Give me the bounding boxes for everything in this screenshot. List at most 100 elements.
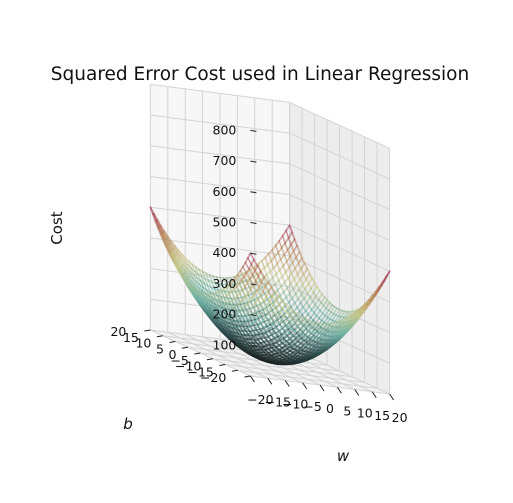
surface-line bbox=[277, 247, 283, 254]
surface-line bbox=[274, 300, 281, 306]
z-tick-label: 500 bbox=[213, 215, 237, 230]
surface-line bbox=[310, 326, 315, 334]
z-tick-label: 400 bbox=[213, 245, 237, 260]
surface-line bbox=[229, 321, 235, 329]
surface-line bbox=[225, 295, 231, 303]
surface-line bbox=[269, 270, 274, 279]
surface-line bbox=[278, 240, 283, 249]
surface-line bbox=[268, 320, 274, 326]
surface-line bbox=[374, 286, 381, 293]
grid-right-z bbox=[289, 224, 390, 272]
surface-line bbox=[299, 273, 305, 281]
surface-line bbox=[284, 302, 290, 308]
surface-line bbox=[271, 277, 277, 286]
surface-line bbox=[291, 293, 297, 300]
w-tick-mark bbox=[302, 382, 308, 390]
surface-line bbox=[249, 331, 255, 338]
surface-line bbox=[243, 276, 249, 285]
surface-line bbox=[306, 320, 311, 327]
w-axis-label: w bbox=[337, 447, 350, 465]
surface-line bbox=[280, 315, 285, 322]
w-tick-mark bbox=[354, 389, 360, 396]
surface-line bbox=[286, 287, 291, 295]
surface-line bbox=[300, 288, 306, 295]
surface-line bbox=[311, 277, 316, 284]
surface-line bbox=[292, 312, 297, 319]
surface-line bbox=[290, 323, 295, 330]
surface-line bbox=[261, 312, 267, 319]
surface-line bbox=[237, 319, 243, 326]
grid-back-z bbox=[150, 114, 290, 134]
surface-line bbox=[214, 292, 220, 301]
surface-line bbox=[233, 326, 239, 333]
surface-line bbox=[244, 328, 249, 335]
surface-line bbox=[236, 295, 242, 303]
surface-line bbox=[202, 291, 208, 300]
surface-line bbox=[217, 291, 223, 300]
surface-line bbox=[290, 238, 296, 246]
surface-line bbox=[215, 310, 221, 319]
surface-line bbox=[233, 314, 239, 321]
surface-line bbox=[264, 316, 271, 323]
b-tick-label: −10 bbox=[175, 359, 201, 374]
surface-line bbox=[239, 317, 245, 325]
grid-right-z bbox=[289, 132, 390, 180]
surface-line bbox=[335, 308, 341, 316]
b-tick-label: 0 bbox=[168, 347, 176, 362]
surface-line bbox=[305, 272, 311, 281]
surface-line bbox=[240, 279, 246, 288]
surface-line bbox=[250, 337, 256, 343]
surface-line bbox=[250, 263, 256, 272]
surface-line bbox=[286, 314, 291, 321]
surface-line bbox=[257, 325, 263, 332]
surface-line bbox=[267, 253, 273, 262]
w-tick-mark bbox=[284, 380, 290, 387]
b-tick-label: −5 bbox=[170, 353, 188, 368]
w-tick-label: −20 bbox=[247, 392, 273, 407]
surface-line bbox=[292, 250, 297, 259]
surface-line bbox=[301, 256, 306, 265]
surface-line bbox=[250, 268, 255, 278]
surface-line bbox=[232, 279, 238, 288]
surface-line bbox=[302, 301, 308, 308]
surface-line bbox=[308, 272, 313, 280]
surface-line bbox=[304, 305, 311, 312]
surface-line bbox=[261, 335, 268, 341]
surface-line bbox=[242, 298, 248, 306]
w-tick-mark bbox=[319, 384, 325, 392]
surface-line bbox=[296, 268, 302, 276]
b-tick-mark bbox=[169, 341, 176, 343]
surface-line bbox=[263, 326, 269, 333]
surface-line bbox=[345, 310, 351, 319]
z-tick-label: 600 bbox=[213, 184, 237, 199]
surface-line bbox=[319, 304, 325, 312]
surface-line bbox=[292, 283, 298, 290]
z-tick-label: 800 bbox=[213, 122, 237, 137]
surface-line bbox=[216, 305, 222, 313]
surface-line bbox=[277, 251, 282, 261]
surface-line bbox=[300, 323, 305, 330]
z-tick-mark bbox=[250, 314, 257, 317]
surface-line bbox=[222, 311, 228, 319]
surface-line bbox=[284, 237, 290, 244]
surface-line bbox=[301, 278, 307, 286]
surface-line bbox=[381, 275, 387, 283]
surface-line bbox=[247, 291, 253, 300]
surface-line bbox=[298, 283, 304, 291]
grid-back-z bbox=[150, 83, 290, 103]
surface-line bbox=[164, 244, 169, 252]
surface-line bbox=[249, 252, 255, 261]
surface-line bbox=[317, 293, 323, 301]
surface-line bbox=[281, 229, 287, 237]
surface-line bbox=[287, 277, 292, 285]
surface-line bbox=[264, 281, 269, 288]
surface-line bbox=[201, 270, 206, 280]
surface-line bbox=[220, 311, 226, 319]
surface-line bbox=[207, 279, 212, 289]
surface-line bbox=[299, 316, 304, 324]
surface-line bbox=[265, 274, 271, 283]
surface-line bbox=[254, 302, 260, 310]
surface-line bbox=[287, 272, 293, 279]
surface-line bbox=[300, 268, 305, 276]
surface-line bbox=[242, 316, 248, 323]
